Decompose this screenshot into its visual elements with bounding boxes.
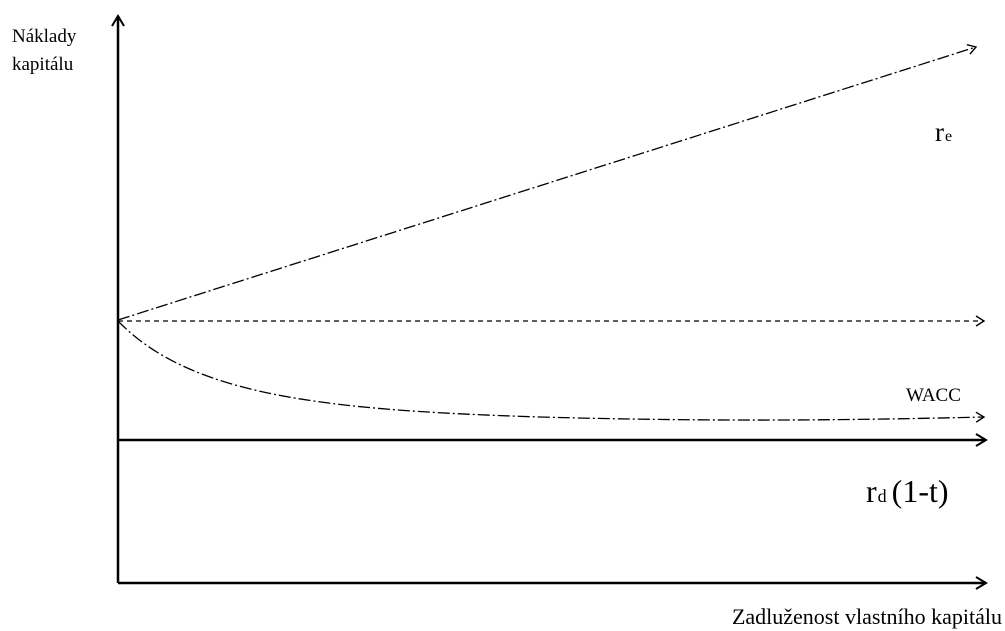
- x-axis-label: Zadluženost vlastního kapitálu: [732, 604, 1002, 629]
- re-line: [117, 43, 978, 321]
- y-axis-label-line2: kapitálu: [12, 54, 74, 75]
- rd-subscript: d: [878, 486, 887, 506]
- rd-suffix: (1-t): [892, 473, 949, 509]
- re-subscript: e: [945, 128, 952, 145]
- re-symbol: r: [935, 117, 944, 147]
- rd-symbol: r: [866, 473, 877, 509]
- rd-label: rd (1-t): [866, 473, 949, 509]
- y-axis-label-line1: Náklady: [12, 26, 77, 47]
- re-label: re: [935, 117, 952, 147]
- wacc-label: WACC: [906, 385, 961, 406]
- wacc-curve: [117, 320, 986, 423]
